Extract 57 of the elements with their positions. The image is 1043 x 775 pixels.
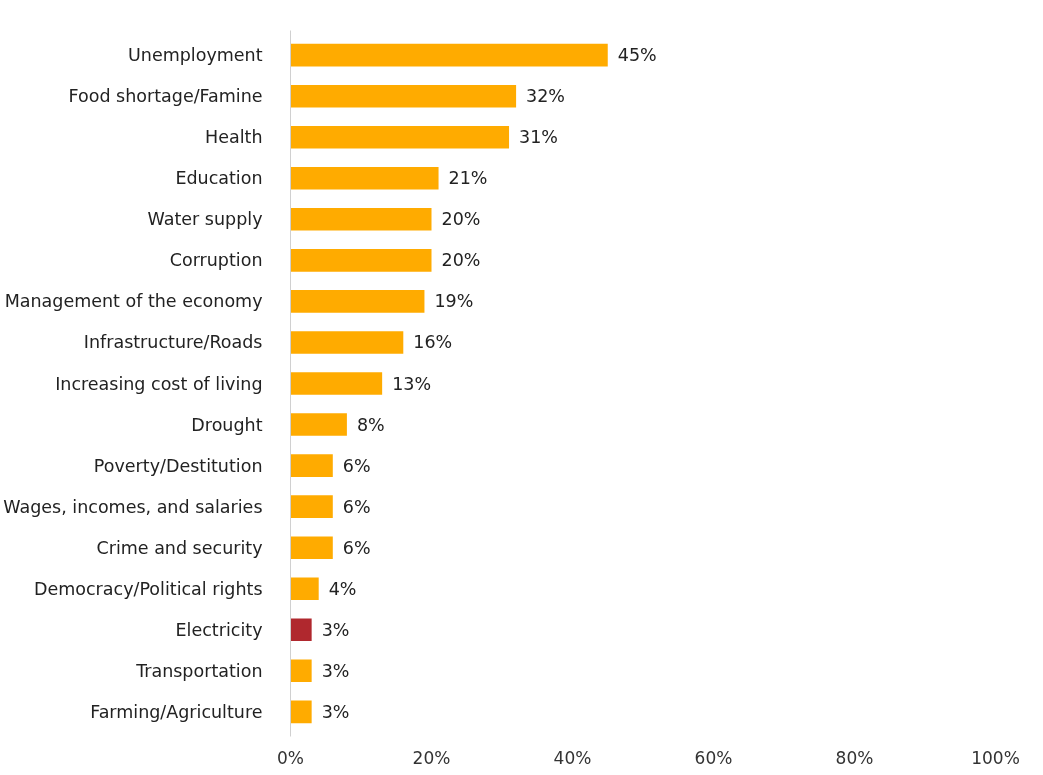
y-tick-label: Electricity (175, 619, 263, 640)
y-tick-label: Poverty/Destitution (93, 455, 263, 476)
y-tick-label: Food shortage/Famine (68, 86, 263, 107)
bar (290, 43, 608, 67)
y-tick-label: Democracy/Political rights (34, 578, 263, 599)
bar (290, 84, 517, 108)
y-tick-label: Crime and security (96, 537, 263, 558)
bar (290, 249, 432, 272)
data-label: 21% (448, 168, 488, 189)
data-label: 3% (321, 660, 350, 681)
x-tick-label: 20% (412, 747, 451, 768)
data-label: 13% (392, 373, 432, 394)
bar (290, 536, 333, 559)
bar (290, 372, 383, 395)
y-tick-label: Infrastructure/Roads (83, 332, 263, 353)
bar (290, 700, 312, 724)
bar (290, 208, 432, 231)
data-label: 16% (413, 332, 453, 353)
data-label: 31% (519, 127, 558, 148)
bar (290, 659, 312, 683)
data-label: 3% (321, 701, 350, 722)
bar (290, 577, 319, 601)
y-tick-label: Farming/Agriculture (90, 701, 263, 722)
data-label: 3% (321, 619, 350, 640)
data-label: 20% (441, 209, 481, 230)
y-tick-label: Management of the economy (4, 291, 263, 312)
x-tick-label: 100% (971, 747, 1020, 768)
x-tick-label: 0% (277, 747, 304, 768)
bar (290, 454, 333, 477)
bar (290, 290, 425, 313)
y-tick-label: Unemployment (127, 45, 263, 66)
x-tick-label: 60% (694, 747, 733, 768)
bar (290, 331, 404, 354)
data-label: 20% (441, 250, 481, 271)
x-tick-label: 40% (553, 747, 592, 768)
y-tick-label: Education (175, 168, 263, 189)
bar (290, 495, 333, 518)
x-tick-label: 80% (835, 747, 874, 768)
data-label: 19% (434, 291, 474, 312)
y-tick-label: Increasing cost of living (55, 373, 263, 394)
y-tick-label: Transportation (135, 660, 263, 681)
bar (290, 618, 312, 642)
y-tick-label: Health (205, 127, 263, 148)
data-label: 45% (617, 45, 657, 66)
data-label: 6% (342, 537, 371, 558)
bar (290, 413, 347, 436)
data-label: 32% (526, 86, 566, 107)
y-tick-label: Corruption (169, 250, 263, 271)
data-label: 8% (356, 414, 385, 435)
bar (290, 166, 439, 190)
data-label: 6% (342, 496, 371, 517)
bar (290, 125, 510, 149)
y-tick-label: Drought (191, 414, 263, 435)
y-tick-label: Wages, incomes, and salaries (3, 496, 263, 517)
data-label: 6% (342, 455, 371, 476)
y-tick-label: Water supply (147, 209, 263, 230)
data-label: 4% (328, 578, 357, 599)
